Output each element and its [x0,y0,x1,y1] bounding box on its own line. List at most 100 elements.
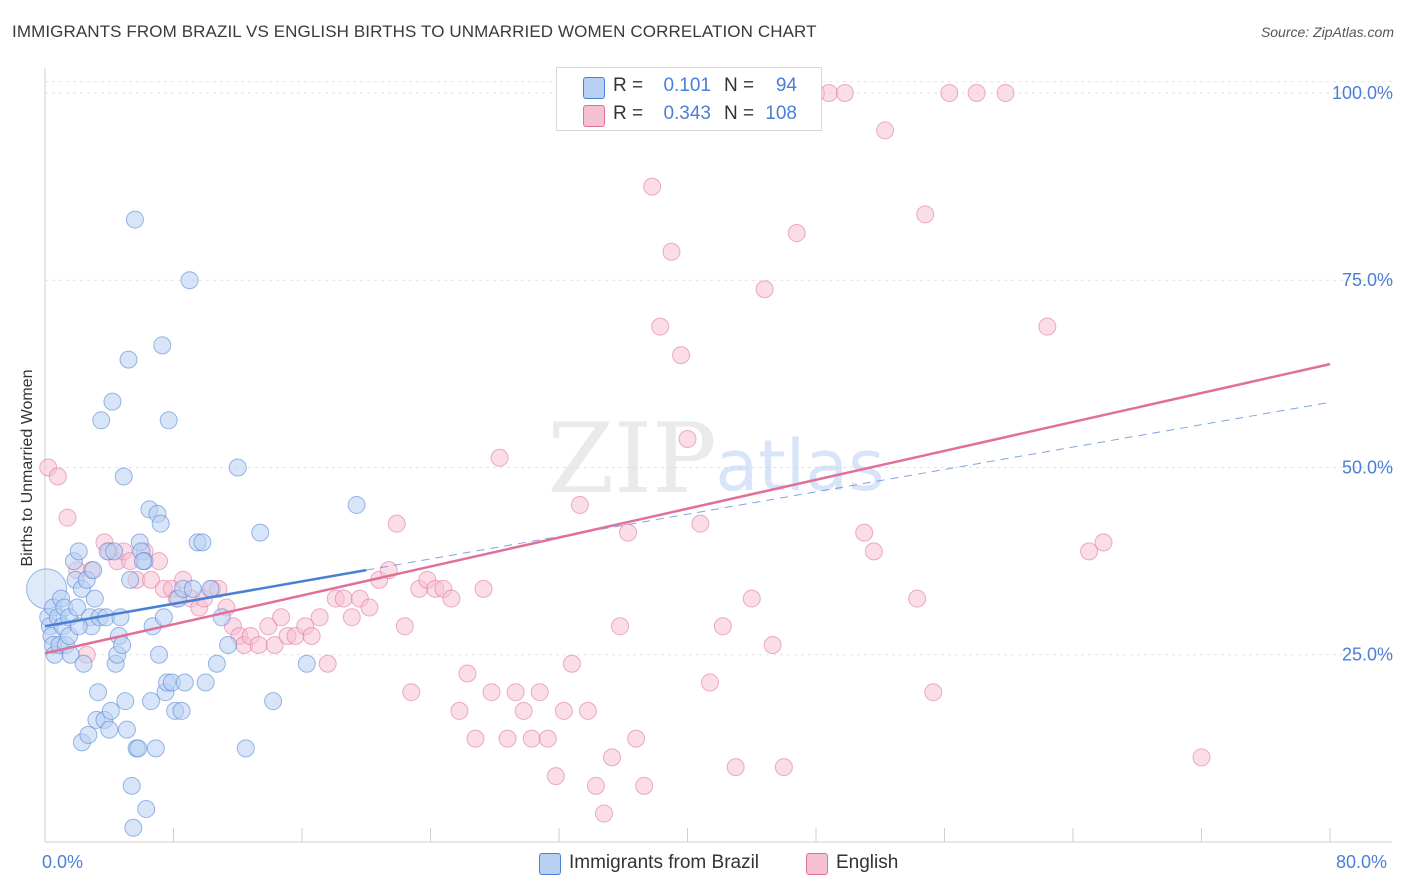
english-point [691,514,710,533]
english-point [570,495,589,514]
english-point [450,701,469,720]
english-point [742,589,761,608]
english-point [627,729,646,748]
english-point [763,636,782,655]
brazil-point [122,776,141,795]
n-label: N = [724,75,755,96]
english-point [334,589,353,608]
brazil-point [146,739,165,758]
brazil-point [159,411,178,430]
brazil-point [113,636,132,655]
english-point [490,448,509,467]
brazil-point [101,701,120,720]
english-point [466,729,485,748]
brazil-swatch [583,77,605,99]
brazil-point [228,458,247,477]
english-point [611,617,630,636]
english-point [700,673,719,692]
brazil-point [129,739,148,758]
brazil-trend-extension [366,401,1331,571]
english-point [1094,533,1113,552]
brazil-point [74,654,93,673]
trend-lines [44,362,1331,655]
english-point [458,664,477,683]
english-point [586,776,605,795]
stats-legend-row-brazil: R = 0.101 N = 94 [557,73,821,101]
english-point [562,654,581,673]
brazil-point [103,392,122,411]
english-point [48,467,67,486]
brazil-point [117,720,136,739]
brazil-point [133,552,152,571]
english-point [855,523,874,542]
english-point [1080,542,1099,561]
brazil-point [84,561,103,580]
english-point [908,589,927,608]
brazil-point [207,654,226,673]
brazil-legend-swatch [539,853,561,875]
english-point [924,683,943,702]
legend-label-brazil: Immigrants from Brazil [569,852,760,873]
english-point [876,121,895,140]
english-point [265,636,284,655]
brazil-point [105,542,124,561]
english-point [442,589,461,608]
english-point [635,776,654,795]
brazil-point [264,692,283,711]
english-point [774,758,793,777]
series-legend: Immigrants from Brazil English [0,852,1406,878]
brazil-point [172,701,191,720]
english-point [310,608,329,627]
english-point [342,608,361,627]
brazil-point [251,523,270,542]
y-tick-label: 25.0% [1342,645,1393,665]
english-trend-line [44,362,1331,655]
brazil-point [116,692,135,711]
brazil-point [297,654,316,673]
brazil-point [150,645,169,664]
y-tick-label: 100.0% [1332,83,1393,103]
r-value: 0.343 [663,103,711,124]
r-label: R = [613,75,644,96]
english-legend-swatch [806,853,828,875]
y-tick-labels: 25.0% 50.0% 75.0% 100.0% [1332,83,1393,665]
axes [44,68,1392,843]
brazil-point [219,636,238,655]
brazil-point [151,514,170,533]
legend-label-english: English [836,852,899,873]
english-point [302,627,321,646]
brazil-point [121,570,140,589]
brazil-point [114,467,133,486]
english-point [996,83,1015,102]
brazil-point [201,579,220,598]
english-point [259,617,278,636]
english-point [864,542,883,561]
brazil-point [125,210,144,229]
brazil-point [137,800,156,819]
brazil-point [347,495,366,514]
english-point [819,83,838,102]
english-swatch [583,105,605,127]
english-point [726,758,745,777]
brazil-point [180,271,199,290]
n-value: 94 [775,75,797,96]
r-label: R = [613,103,644,124]
brazil-point [236,739,255,758]
english-point [514,701,533,720]
english-point [835,83,854,102]
english-point [142,570,161,589]
brazil-point [124,818,143,837]
stats-legend-row-english: R = 0.343 N = 108 [557,101,821,129]
chart-title: IMMIGRANTS FROM BRAZIL VS ENGLISH BIRTHS… [12,22,817,41]
english-point [713,617,732,636]
english-point [387,514,406,533]
english-point [967,83,986,102]
brazil-trend-line [44,568,367,628]
english-point [58,508,77,527]
x-tick-min: 0.0% [42,852,84,872]
english-point [1038,317,1057,336]
english-point [360,598,379,617]
english-point [594,804,613,823]
brazil-point [154,608,173,627]
